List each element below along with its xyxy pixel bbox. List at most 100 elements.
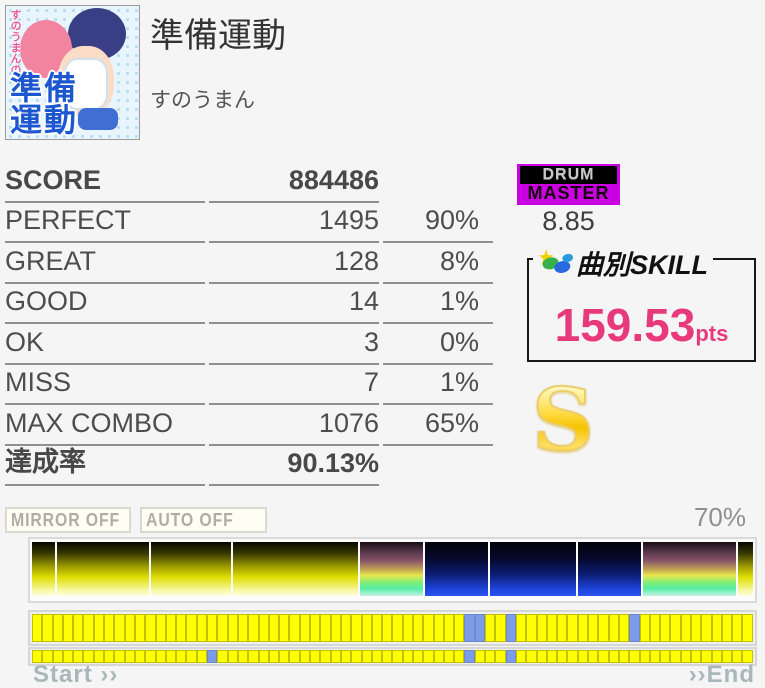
- note-cell-yellow: [402, 650, 413, 663]
- judge-value: 128: [209, 243, 379, 284]
- note-cell-yellow: [93, 614, 105, 642]
- judge-percent: 8%: [383, 243, 493, 284]
- note-cell-yellow: [361, 614, 372, 642]
- note-cell-yellow: [588, 614, 599, 642]
- note-cell-yellow: [217, 650, 228, 663]
- judge-label: MAX COMBO: [5, 405, 205, 446]
- note-cell-yellow: [176, 614, 187, 642]
- note-cell-yellow: [742, 650, 753, 663]
- note-cell-yellow: [515, 614, 527, 642]
- judge-value: 1076: [209, 405, 379, 446]
- note-cell-yellow: [155, 614, 166, 642]
- note-cell-blue: [464, 650, 475, 663]
- note-cell-yellow: [104, 650, 115, 663]
- note-cell-yellow: [618, 614, 630, 642]
- note-cell-yellow: [320, 650, 331, 663]
- judge-label: GREAT: [5, 243, 205, 284]
- note-cell-yellow: [557, 614, 568, 642]
- skill-value: 159.53pts: [529, 298, 754, 352]
- note-cell-yellow: [279, 650, 290, 663]
- mirror-option-label: MIRROR OFF: [11, 510, 121, 530]
- note-cell-yellow: [310, 650, 321, 663]
- note-cell-yellow: [454, 650, 465, 663]
- note-cell-yellow: [165, 650, 177, 663]
- note-cell-yellow: [248, 614, 259, 642]
- note-cell-yellow: [701, 614, 712, 642]
- note-cell-yellow: [268, 650, 280, 663]
- note-cell-yellow: [423, 650, 434, 663]
- note-cell-yellow: [289, 650, 300, 663]
- note-cell-yellow: [567, 614, 578, 642]
- note-cell-yellow: [485, 614, 496, 642]
- note-cell-blue: [505, 614, 516, 642]
- song-section-graph: [28, 537, 757, 603]
- judge-label: GOOD: [5, 284, 205, 324]
- graph-segment-yellow: [233, 542, 358, 596]
- note-cell-yellow: [289, 614, 300, 642]
- difficulty-level: 8.85: [542, 206, 595, 236]
- note-cell-yellow: [258, 650, 269, 663]
- judge-value: 3: [209, 324, 379, 365]
- note-cell-yellow: [237, 614, 249, 642]
- note-cell-yellow: [217, 614, 228, 642]
- note-cell-yellow: [732, 650, 743, 663]
- note-cell-yellow: [557, 650, 568, 663]
- note-cell-yellow: [124, 614, 135, 642]
- note-cell-yellow: [114, 650, 125, 663]
- note-cell-yellow: [443, 650, 455, 663]
- note-cell-yellow: [443, 614, 455, 642]
- graph-segment-rainbow: [642, 542, 736, 596]
- note-cell-yellow: [711, 614, 722, 642]
- score-percent-empty: [383, 162, 493, 203]
- note-cell-yellow: [62, 650, 74, 663]
- judge-percent: 1%: [383, 284, 493, 324]
- rank-letter: S: [531, 370, 595, 471]
- note-cell-yellow: [660, 614, 671, 642]
- jacket-art-shorts: [78, 108, 118, 130]
- note-cell-yellow: [237, 650, 249, 663]
- note-cell-yellow: [42, 614, 53, 642]
- achievement-percent-empty: [383, 446, 493, 487]
- judge-value: 7: [209, 365, 379, 405]
- start-label: Start ››: [33, 661, 119, 688]
- graph-segment-blue: [425, 542, 489, 596]
- note-cell-yellow: [73, 650, 84, 663]
- note-cell-yellow: [577, 650, 589, 663]
- note-cell-yellow: [227, 650, 238, 663]
- difficulty-badge: DRUM MASTER: [517, 164, 620, 205]
- note-cell-blue: [629, 614, 640, 642]
- note-cell-yellow: [474, 650, 486, 663]
- note-cell-yellow: [93, 650, 105, 663]
- note-cell-yellow: [124, 650, 135, 663]
- note-cell-yellow: [608, 614, 619, 642]
- jacket-title-line1: 準備: [10, 69, 79, 106]
- hispeed-percent: 70%: [693, 502, 746, 532]
- note-cell-yellow: [145, 614, 156, 642]
- judge-label: PERFECT: [5, 203, 205, 243]
- score-label: SCORE: [5, 162, 205, 203]
- mirror-option-badge[interactable]: MIRROR OFF: [5, 507, 131, 533]
- note-cell-yellow: [351, 614, 362, 642]
- note-cell-yellow: [330, 614, 341, 642]
- note-cell-yellow: [32, 614, 43, 642]
- note-cell-yellow: [649, 650, 661, 663]
- note-cell-yellow: [371, 650, 383, 663]
- graph-segment-blue: [578, 542, 641, 596]
- note-cell-yellow: [618, 650, 630, 663]
- note-cell-yellow: [320, 614, 331, 642]
- score-table: SCORE 884486 PERFECT 1495 90% GREAT 128 …: [5, 162, 497, 486]
- note-cell-yellow: [649, 614, 661, 642]
- judge-percent: 90%: [383, 203, 493, 243]
- note-cell-yellow: [52, 614, 63, 642]
- note-cell-yellow: [330, 650, 341, 663]
- note-cell-yellow: [680, 614, 691, 642]
- auto-option-badge[interactable]: AUTO OFF: [140, 507, 267, 533]
- note-cell-yellow: [382, 614, 393, 642]
- note-cell-yellow: [433, 650, 444, 663]
- note-cell-yellow: [412, 614, 424, 642]
- graph-segment-yellow: [57, 542, 150, 596]
- note-cell-yellow: [412, 650, 424, 663]
- note-cell-yellow: [402, 614, 413, 642]
- note-cell-yellow: [526, 614, 537, 642]
- note-cell-yellow: [196, 650, 208, 663]
